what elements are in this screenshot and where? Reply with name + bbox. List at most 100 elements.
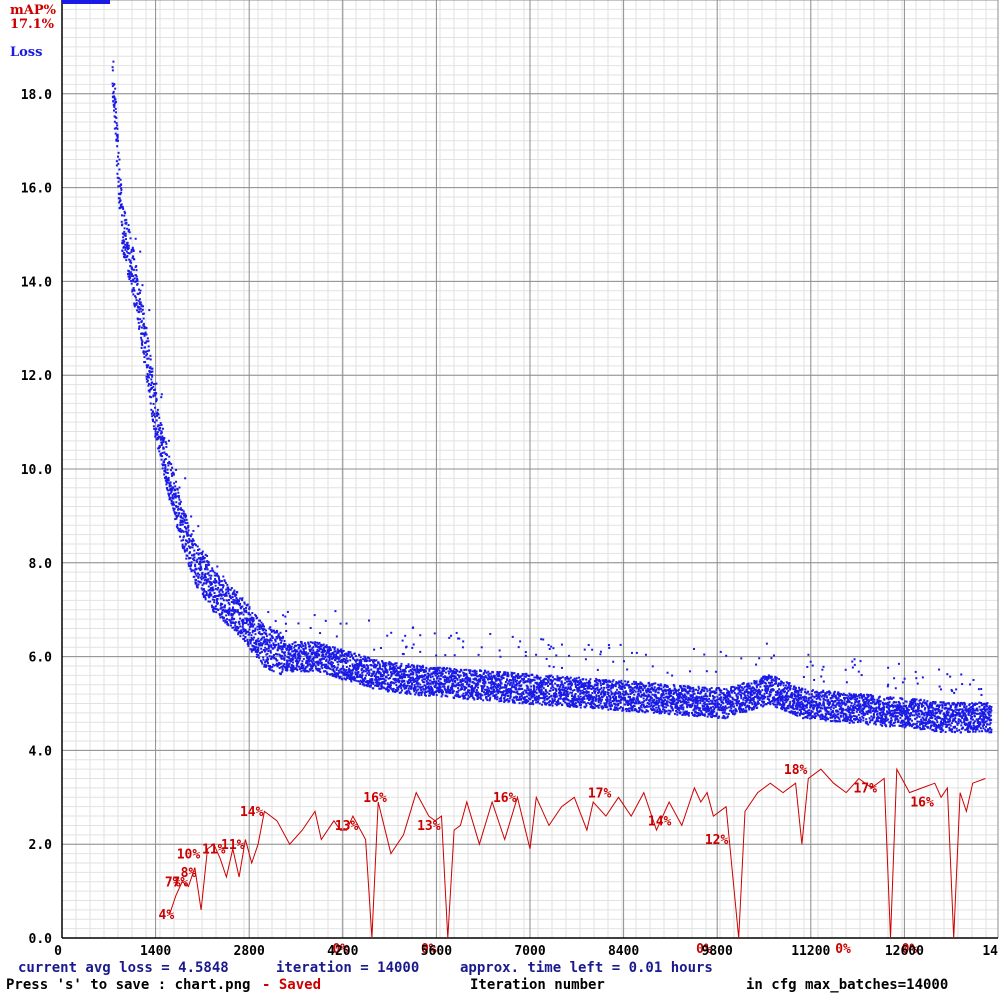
loss-point (290, 659, 293, 662)
loss-point (634, 699, 637, 702)
loss-point (142, 317, 145, 320)
loss-point (148, 383, 151, 386)
loss-point (646, 710, 649, 713)
loss-point (508, 697, 511, 700)
loss-point (553, 698, 556, 701)
loss-point (153, 427, 156, 430)
loss-point (320, 665, 323, 668)
loss-point (555, 695, 558, 698)
loss-point (248, 607, 251, 610)
loss-point (313, 664, 316, 667)
loss-point (292, 658, 295, 661)
loss-point (548, 647, 551, 650)
loss-point (290, 658, 293, 661)
loss-point (220, 606, 223, 609)
loss-point (265, 653, 268, 656)
loss-point (328, 654, 331, 657)
loss-point (442, 676, 445, 679)
loss-point (638, 707, 641, 710)
loss-point (528, 690, 531, 693)
loss-point (431, 675, 434, 678)
loss-point (115, 138, 118, 141)
loss-point (583, 687, 586, 690)
loss-point (268, 665, 271, 668)
loss-point (319, 647, 322, 650)
loss-point (173, 503, 176, 506)
loss-point (562, 686, 565, 689)
loss-point (174, 485, 177, 488)
loss-point (181, 519, 184, 522)
loss-point (142, 305, 145, 308)
loss-point (420, 694, 423, 697)
loss-point (204, 572, 207, 575)
loss-point (268, 668, 271, 671)
loss-point (431, 690, 434, 693)
loss-point (548, 696, 551, 699)
loss-point (595, 681, 598, 684)
loss-point (204, 563, 207, 566)
loss-point (432, 678, 435, 681)
loss-point (363, 666, 366, 669)
loss-point (482, 691, 485, 694)
loss-point (175, 516, 178, 519)
loss-point (536, 675, 539, 678)
loss-point (443, 685, 446, 688)
loss-point (145, 364, 148, 367)
loss-point (514, 686, 517, 689)
loss-point (131, 288, 134, 291)
loss-point (655, 699, 658, 702)
loss-point (122, 245, 125, 248)
loss-point (471, 686, 474, 689)
loss-point (126, 227, 129, 230)
loss-point (443, 679, 446, 682)
loss-point (302, 647, 305, 650)
loss-point (290, 664, 293, 667)
loss-point (375, 683, 378, 686)
loss-point (600, 686, 603, 689)
loss-point (581, 691, 584, 694)
loss-point (292, 655, 295, 658)
loss-point (173, 512, 176, 515)
loss-point (638, 710, 641, 713)
loss-point (623, 693, 626, 696)
loss-point (264, 665, 267, 668)
loss-point (591, 691, 594, 694)
loss-point (635, 708, 638, 711)
loss-point (199, 569, 202, 572)
loss-point (463, 694, 466, 697)
loss-point (147, 389, 150, 392)
loss-point (478, 696, 481, 699)
loss-point (650, 697, 653, 700)
loss-point (201, 550, 204, 553)
loss-point (544, 696, 547, 699)
loss-point (214, 596, 217, 599)
loss-point (534, 698, 537, 701)
loss-point (387, 689, 390, 692)
loss-point (113, 105, 116, 108)
loss-point (337, 669, 340, 672)
loss-point (566, 690, 569, 693)
loss-point (597, 699, 600, 702)
loss-point (227, 586, 230, 589)
loss-point (249, 639, 252, 642)
loss-point (350, 674, 353, 677)
loss-point (636, 698, 639, 701)
loss-point (249, 640, 252, 643)
loss-point (525, 672, 528, 675)
loss-point (379, 672, 382, 675)
loss-point (653, 701, 656, 704)
loss-point (379, 667, 382, 670)
loss-point (438, 666, 441, 669)
loss-point (447, 672, 450, 675)
loss-point (278, 635, 281, 638)
loss-point (397, 671, 400, 674)
loss-point (587, 643, 590, 646)
loss-point (605, 679, 608, 682)
loss-point (652, 689, 655, 692)
loss-point (218, 583, 221, 586)
loss-point (333, 670, 336, 673)
loss-point (148, 376, 151, 379)
loss-point (272, 629, 275, 632)
loss-point (170, 502, 173, 505)
loss-point (503, 686, 506, 689)
